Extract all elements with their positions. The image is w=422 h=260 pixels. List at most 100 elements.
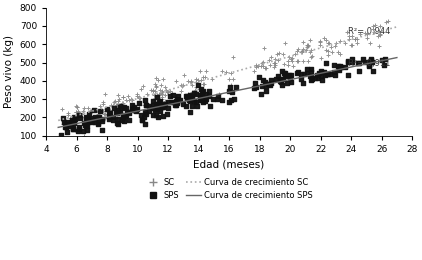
Point <box>160 114 166 118</box>
Point <box>192 85 199 89</box>
Point <box>188 80 195 84</box>
Point <box>115 109 122 114</box>
Point <box>132 109 139 113</box>
Point <box>111 100 118 105</box>
Point <box>133 107 140 111</box>
Point <box>125 118 132 122</box>
Point <box>365 64 372 68</box>
Point <box>309 54 316 58</box>
Point <box>85 106 92 110</box>
Point <box>367 60 373 64</box>
Point <box>198 89 205 94</box>
Point <box>325 53 331 57</box>
Point <box>229 77 236 81</box>
Point <box>156 98 163 102</box>
Point <box>184 96 190 100</box>
Point <box>317 40 324 44</box>
Point <box>331 44 338 48</box>
Point <box>349 60 355 64</box>
Point <box>100 109 106 113</box>
Point <box>122 98 129 102</box>
Point <box>175 94 181 98</box>
Point <box>136 95 143 99</box>
Point <box>143 103 149 107</box>
Point <box>253 63 260 67</box>
Point <box>376 24 383 28</box>
Point <box>68 118 75 122</box>
Point <box>154 104 160 108</box>
Point <box>149 106 155 110</box>
Point <box>384 18 391 23</box>
Point <box>125 110 132 114</box>
Point <box>70 127 77 131</box>
Point <box>298 50 304 54</box>
Y-axis label: Peso vivo (kg): Peso vivo (kg) <box>4 35 14 108</box>
Point <box>158 91 165 95</box>
Point <box>150 88 157 92</box>
Point <box>162 99 168 103</box>
Point <box>153 85 160 89</box>
Point <box>100 112 107 116</box>
Point <box>197 97 203 101</box>
Point <box>65 113 72 117</box>
Point <box>173 100 180 104</box>
Point <box>92 116 98 120</box>
Point <box>225 88 232 93</box>
Point <box>250 86 257 90</box>
Point <box>233 85 239 89</box>
Point <box>207 104 214 108</box>
Point <box>114 99 121 103</box>
Point <box>139 118 146 122</box>
Point <box>155 104 162 108</box>
Point <box>257 92 264 96</box>
Point <box>369 27 376 31</box>
Point <box>201 96 208 100</box>
Point <box>321 36 327 40</box>
Point <box>79 129 86 133</box>
Point <box>341 65 348 69</box>
Point <box>365 60 372 64</box>
Point <box>182 104 189 108</box>
Point <box>325 49 331 53</box>
Point <box>300 81 306 85</box>
Point <box>345 37 352 41</box>
Point <box>322 73 329 77</box>
Point <box>94 116 100 120</box>
Point <box>332 73 338 77</box>
Point <box>172 79 179 83</box>
Point <box>164 112 170 116</box>
Point <box>328 50 335 54</box>
Point <box>95 110 102 114</box>
Point <box>371 30 378 35</box>
Point <box>227 98 234 102</box>
Point <box>157 88 163 92</box>
Point <box>162 88 169 92</box>
Point <box>189 103 195 108</box>
Point <box>97 104 104 108</box>
Point <box>83 115 90 119</box>
Point <box>346 34 352 38</box>
Point <box>105 115 112 119</box>
Point <box>114 116 120 120</box>
Point <box>376 44 383 48</box>
Point <box>349 43 356 47</box>
Point <box>327 45 334 49</box>
Point <box>280 71 287 75</box>
Point <box>188 96 195 100</box>
Point <box>338 66 345 70</box>
Point <box>139 84 146 89</box>
Point <box>258 84 265 88</box>
Point <box>349 34 356 38</box>
Point <box>295 59 302 63</box>
Point <box>114 121 120 125</box>
Point <box>197 98 203 102</box>
Point <box>308 78 315 82</box>
Point <box>304 71 311 75</box>
Point <box>335 64 341 68</box>
Point <box>323 48 330 52</box>
Point <box>84 116 90 120</box>
Point <box>333 41 340 45</box>
Point <box>151 93 157 97</box>
Point <box>279 69 285 74</box>
Point <box>124 110 130 114</box>
